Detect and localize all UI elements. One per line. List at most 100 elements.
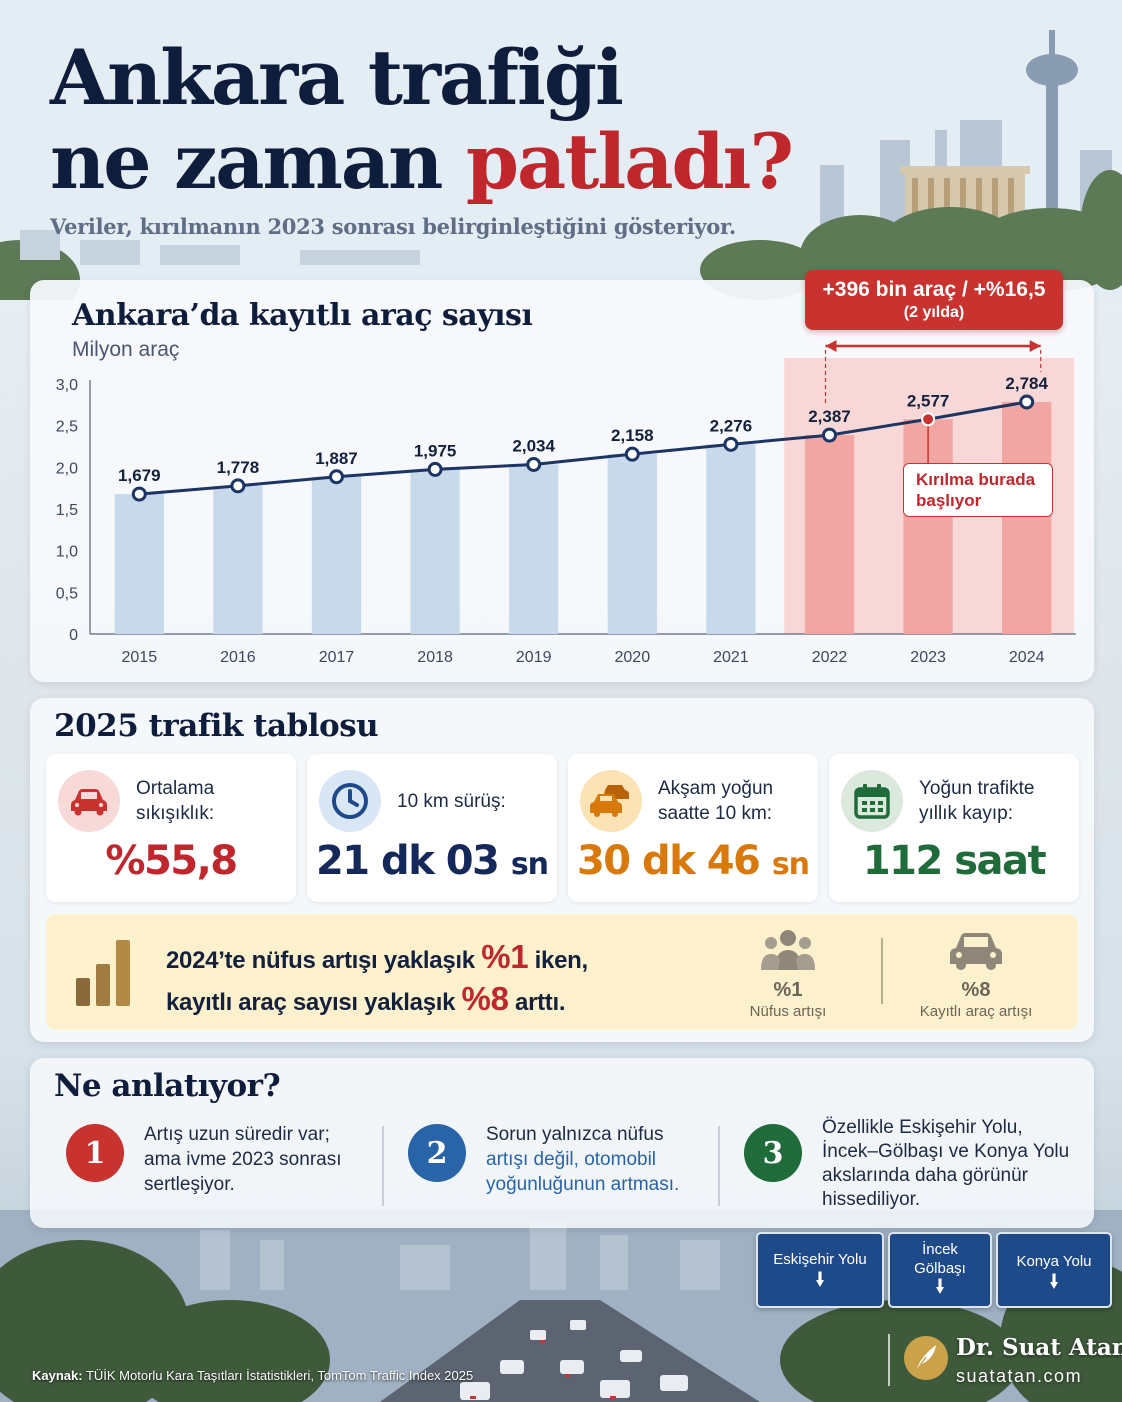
x-tick-label: 2021 (713, 649, 749, 666)
breakpoint-callout-line-2: başlıyor (916, 491, 982, 510)
growth-callout: +396 bin araç / +%16,5 (2 yılda) (805, 270, 1063, 330)
story-1-line-2: ama ivme 2023 sonrası (144, 1149, 342, 1170)
vehicle-count-chart-panel: 0 0,5 1,0 1,5 2,0 2,5 3,0 2015 2016 2017 2018 2019 2… (30, 270, 1094, 682)
data-point-2022 (822, 427, 837, 443)
source-note: Kaynak: TÜİK Motorlu Kara Taşıtları İsta… (32, 1368, 473, 1383)
comparison-line-2: kayıtlı araç sayısı yaklaşık %8 arttı. (166, 980, 588, 1022)
clock-icon (319, 770, 381, 832)
x-tick-label: 2016 (220, 649, 256, 666)
author-website[interactable]: suatatan.com (956, 1366, 1083, 1386)
stat-value-congestion: %55,8 (46, 838, 296, 884)
population-growth-mini: %1 Nüfus artışı (713, 928, 863, 1020)
story-number-badge: 2 (408, 1124, 466, 1182)
author-name: Dr. Suat Atan (956, 1334, 1122, 1361)
comparison-line-2-end: arttı. (508, 989, 566, 1016)
story-3-line-4: hissediliyor. (822, 1189, 921, 1210)
comparison-line-2-start: kayıtlı araç sayısı yaklaşık (166, 989, 462, 1016)
bar-2024 (1002, 402, 1052, 634)
source-text: TÜİK Motorlu Kara Taşıtları İstatistikle… (82, 1368, 474, 1383)
road-sign-konya: Konya Yolu 🠛 (996, 1232, 1112, 1308)
data-point-2021 (723, 436, 739, 452)
growth-span-arrowhead-right (1029, 340, 1041, 352)
comparison-population-value: %1 (481, 938, 529, 975)
car-icon (950, 933, 1002, 970)
stat-value-10km-drive-time: 21 dk 03 (315, 838, 511, 884)
story-3-line-1: Özellikle Eskişehir Yolu, (822, 1117, 1023, 1138)
bar-2022 (804, 435, 855, 634)
stat-card-10km-drive: 10 km sürüş: 21 dk 03 sn (307, 754, 557, 902)
population-growth-label: Nüfus artışı (749, 1003, 827, 1020)
data-label: 2,276 (710, 416, 753, 435)
people-icon (761, 930, 815, 970)
bar-2017 (311, 476, 362, 634)
data-label: 1,975 (414, 441, 457, 460)
title-line-2: ne zaman patladı? (50, 120, 810, 204)
bar-2015 (114, 494, 164, 634)
y-tick-label: 0,5 (56, 585, 78, 602)
stat-card-congestion: Ortalama sıkışıklık: %55,8 (46, 754, 296, 902)
title-line-2-prefix: ne zaman (50, 117, 466, 206)
arrow-down-icon: 🠛 (1048, 1271, 1060, 1293)
stat-value-annual-loss: 112 saat (829, 838, 1079, 884)
population-vs-vehicle-text: 2024’te nüfus artışı yaklaşık %1 iken, k… (166, 938, 588, 1022)
road-sign-eskisehir-label: Eskişehir Yolu (773, 1251, 867, 1268)
vehicle-growth-mini: %8 Kayıtlı araç artışı (901, 928, 1051, 1020)
y-tick-label: 3,0 (56, 377, 78, 394)
comparison-vehicle-value: %8 (461, 980, 509, 1017)
story-2-line-1: Sorun yalnızca nüfus (486, 1124, 664, 1145)
stat-value-10km-drive-unit: sn (510, 847, 549, 882)
data-label: 2,034 (512, 437, 555, 456)
chart-subtitle: Milyon araç (72, 338, 180, 361)
x-tick-label: 2023 (910, 649, 946, 666)
car-icon (58, 770, 120, 832)
story-number-badge: 1 (66, 1124, 124, 1182)
stat-label-10km-drive: 10 km sürüş: (397, 790, 506, 812)
bar-chart-icon (76, 940, 130, 1006)
traffic-table-panel: 2025 trafik tablosu Ortalama sıkışıklık:… (30, 698, 1094, 1042)
story-2-line-2: artışı değil, otomobil (486, 1149, 657, 1170)
cars-icon (580, 770, 642, 832)
comparison-line-1-end: iken, (528, 947, 589, 974)
story-1-line-1: Artış uzun süredir var; (144, 1124, 330, 1145)
title-line-1: Ankara trafiği (50, 33, 624, 122)
data-point-2019 (526, 457, 542, 472)
page-header: Ankara trafiği ne zaman patladı? Veriler… (50, 36, 810, 240)
breakpoint-callout-line-1: Kırılma burada (916, 470, 1036, 489)
story-text-2: Sorun yalnızca nüfus artışı değil, otomo… (486, 1122, 679, 1197)
stat-value-evening-peak-unit: sn (771, 847, 810, 882)
story-panel: Ne anlatıyor? 1 Artış uzun süredir var; … (30, 1058, 1094, 1228)
story-divider-1 (382, 1126, 384, 1206)
data-label: 2,784 (1005, 374, 1048, 393)
road-sign-golbasi-label: Gölbaşı (914, 1260, 966, 1277)
data-label: 1,887 (315, 449, 358, 468)
story-title: Ne anlatıyor? (54, 1068, 281, 1104)
stat-label-congestion: Ortalama sıkışıklık: (136, 778, 215, 824)
trend-line (139, 400, 1027, 496)
data-label: 2,158 (611, 426, 654, 445)
story-divider-2 (718, 1126, 720, 1206)
bar-2016 (213, 485, 263, 634)
data-point-2015 (131, 486, 147, 502)
x-tick-label: 2018 (417, 649, 453, 666)
stat-value-congestion-number: %55,8 (105, 838, 238, 884)
stat-value-annual-loss-number: 112 saat (862, 838, 1047, 884)
x-tick-label: 2015 (122, 649, 158, 666)
x-tick-label: 2024 (1009, 649, 1045, 666)
bar-2018 (410, 469, 460, 634)
y-tick-label: 1,5 (56, 502, 78, 519)
road-sign-konya-label: Konya Yolu (1016, 1253, 1092, 1270)
road-sign-eskisehir: Eskişehir Yolu 🠛 (756, 1232, 884, 1308)
source-label: Kaynak: (32, 1368, 83, 1383)
growth-callout-period: (2 yılda) (903, 304, 965, 321)
vehicle-growth-value: %8 (961, 979, 991, 1001)
story-text-1: Artış uzun süredir var; ama ivme 2023 so… (144, 1122, 342, 1197)
vehicle-count-chart: 0 0,5 1,0 1,5 2,0 2,5 3,0 2015 2016 2017 2018 2019 2… (56, 340, 1076, 666)
stat-card-evening-peak: Akşam yoğun saatte 10 km: 30 dk 46 sn (568, 754, 818, 902)
road-sign-incek-golbasi: İncek Gölbaşı 🠛 (888, 1232, 992, 1308)
page-title: Ankara trafiği ne zaman patladı? (50, 36, 810, 204)
arrow-down-icon: 🠛 (934, 1276, 946, 1298)
data-point-2016 (230, 478, 246, 494)
story-text-3: Özellikle Eskişehir Yolu, İncek–Gölbaşı … (822, 1116, 1069, 1212)
data-point-2024 (1019, 394, 1035, 410)
bar-2019 (509, 464, 559, 634)
